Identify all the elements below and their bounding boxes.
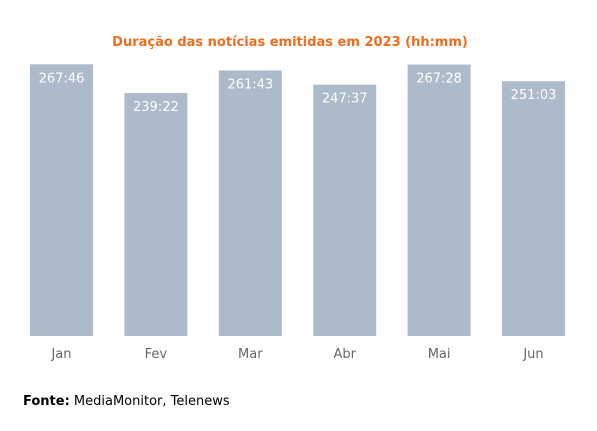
data-label-mai: 267:28 [416, 72, 462, 87]
bar-mar [218, 70, 282, 337]
source-note: Fonte: MediaMonitor, Telenews [23, 394, 230, 409]
x-tick-label-jun: Jun [522, 347, 543, 362]
x-tick-label-abr: Abr [333, 347, 356, 362]
x-tick-label-mar: Mar [238, 347, 263, 362]
source-label: Fonte: [23, 394, 70, 409]
bars-group: 267:46 Jan 239:22 Fev 261:43 Mar 247:37 Abr 267:… [30, 64, 565, 362]
data-label-jan: 267:46 [39, 71, 85, 86]
bar-jun [502, 81, 565, 336]
bar-jan [30, 64, 93, 337]
data-label-abr: 247:37 [322, 92, 368, 107]
bar-abr [313, 84, 377, 336]
data-label-jun: 251:03 [511, 88, 557, 103]
source-text: MediaMonitor, Telenews [73, 394, 230, 409]
x-tick-label-fev: Fev [145, 347, 168, 362]
chart-title: Duração das notícias emitidas em 2023 (h… [112, 35, 468, 50]
bar-mai [407, 64, 471, 336]
x-tick-label-mai: Mai [428, 347, 451, 362]
data-label-fev: 239:22 [133, 100, 179, 115]
data-label-mar: 261:43 [227, 77, 273, 92]
x-tick-label-jan: Jan [50, 347, 71, 362]
bar-fev [124, 93, 188, 336]
